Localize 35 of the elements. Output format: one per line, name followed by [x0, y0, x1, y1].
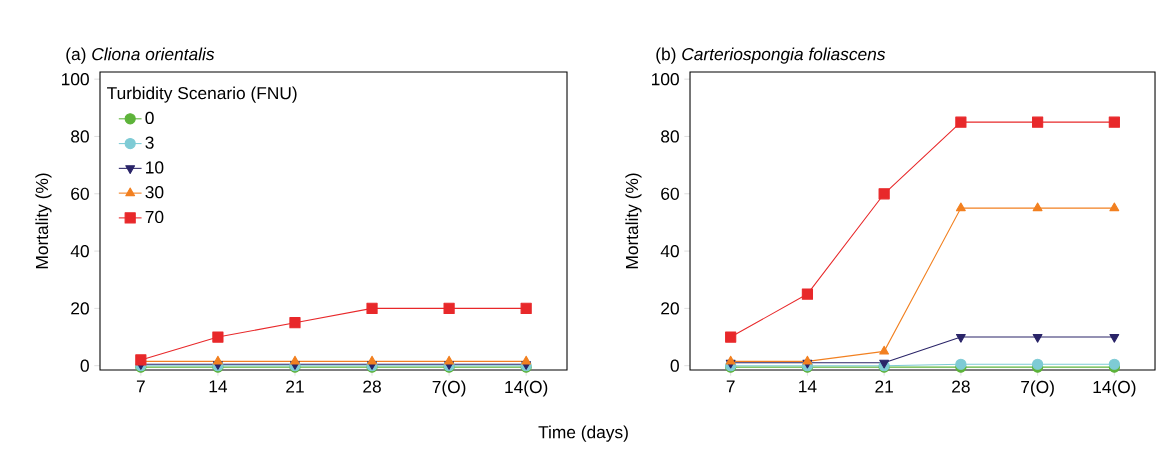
x-tick-label: 21 [875, 380, 893, 393]
y-axis-title: Mortality (%) [625, 173, 642, 269]
y-axis-title: Mortality (%) [35, 173, 52, 269]
x-tick-label: 14 [799, 380, 817, 393]
legend-label: 0 [145, 111, 154, 125]
y-tick-label: 0 [80, 359, 89, 372]
legend-label: 3 [145, 136, 154, 149]
y-tick-label: 60 [71, 187, 89, 200]
chart-title: (b) Carteriospongia foliascens [656, 47, 886, 64]
y-tick-label: 100 [62, 73, 89, 86]
y-tick-label: 100 [652, 73, 679, 86]
y-tick-label: 20 [71, 302, 89, 315]
legend-label: 10 [146, 161, 164, 174]
x-tick-label: 14 [209, 380, 228, 393]
chart-title: (a) Cliona orientalis [66, 47, 215, 64]
x-tick-label: 14(O) [505, 380, 548, 397]
y-tick-label: 80 [661, 130, 679, 143]
x-tick-label: 7(O) [1021, 380, 1054, 397]
x-axis-title: Time (days) [538, 425, 628, 442]
y-tick-label: 40 [70, 244, 89, 258]
x-tick-label: 7(O) [432, 380, 466, 397]
legend-label: 70 [145, 210, 164, 224]
y-tick-label: 20 [661, 302, 679, 315]
x-tick-label: 28 [952, 380, 970, 393]
x-tick-label: 28 [363, 380, 381, 393]
y-tick-label: 60 [661, 187, 679, 200]
legend-title: Turbidity Scenario (FNU) [107, 86, 297, 103]
legend-label: 30 [145, 186, 164, 199]
x-tick-label: 14(O) [1093, 380, 1136, 397]
y-tick-label: 40 [660, 244, 679, 258]
y-tick-label: 0 [670, 359, 679, 372]
x-tick-label: 7 [136, 380, 145, 393]
y-tick-label: 80 [71, 130, 89, 143]
x-tick-label: 21 [286, 380, 304, 393]
x-tick-label: 7 [726, 380, 735, 393]
